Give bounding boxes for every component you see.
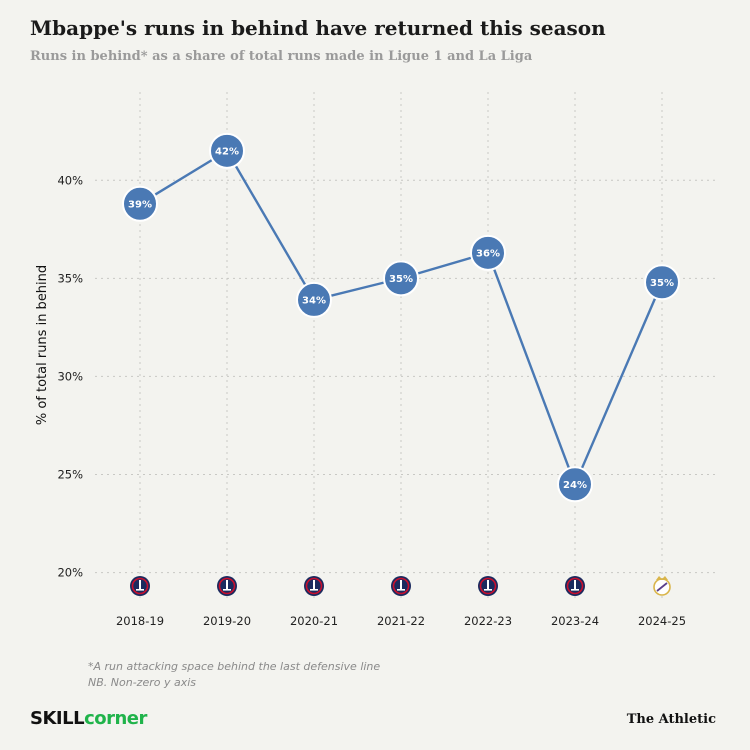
gridlines — [95, 92, 715, 602]
data-points: 39% 42% 34% 35% 36% 24% 35% — [122, 132, 680, 503]
psg-badge-tower — [226, 580, 228, 590]
data-point-marker — [383, 260, 419, 297]
psg-badge-icon — [565, 576, 585, 596]
the-athletic-logo: The Athletic — [626, 712, 716, 727]
psg-badge-icon — [304, 576, 324, 596]
footnotes: *A run attacking space behind the last d… — [88, 659, 380, 691]
x-tick-label: 2022-23 — [464, 614, 512, 628]
psg-badge-icon — [130, 576, 150, 596]
real-madrid-badge-icon — [653, 576, 671, 596]
psg-badge-ring — [566, 577, 584, 595]
y-tick-label: 30% — [57, 369, 83, 383]
data-point-label: 35% — [650, 278, 674, 289]
x-tick-label: 2021-22 — [377, 614, 425, 628]
psg-badge-ring — [131, 577, 149, 595]
psg-badge-base — [223, 589, 231, 591]
logo-part-skill: SKILL — [30, 708, 85, 729]
psg-badge-ring — [479, 577, 497, 595]
psg-badge-tower — [487, 580, 489, 590]
x-tick-label: 2024-25 — [638, 614, 686, 628]
logo-part-corner: corner — [84, 708, 147, 729]
data-point-label: 36% — [476, 248, 500, 259]
psg-badge-tower — [313, 580, 315, 590]
y-tick-label: 25% — [57, 468, 83, 482]
y-tick-label: 20% — [57, 566, 83, 580]
skillcorner-logo: SKILLcorner — [30, 708, 147, 729]
data-point-marker — [122, 185, 158, 222]
psg-badge-tower — [139, 580, 141, 590]
axes: 20% 25% 30% 35% 40% 2018-19 2019-20 2020-21 2021… — [57, 173, 686, 628]
psg-badge-base — [310, 589, 318, 591]
data-point-label: 35% — [389, 274, 413, 285]
rm-badge-crown — [656, 576, 668, 580]
psg-badge-icon — [391, 576, 411, 596]
psg-badge-base — [397, 589, 405, 591]
club-badges — [130, 576, 671, 596]
data-point-label: 34% — [302, 295, 326, 306]
y-axis-label: % of total runs in behind — [35, 265, 50, 425]
data-point-marker — [209, 132, 245, 169]
psg-badge-tower — [400, 580, 402, 590]
psg-badge-tower — [574, 580, 576, 590]
data-point-marker — [296, 281, 332, 318]
data-point-label: 42% — [215, 146, 239, 157]
x-tick-label: 2020-21 — [290, 614, 338, 628]
chart-subtitle: Runs in behind* as a share of total runs… — [30, 49, 533, 64]
psg-badge-icon — [217, 576, 237, 596]
data-point-marker — [557, 466, 593, 503]
psg-badge-ring — [218, 577, 236, 595]
psg-badge-base — [571, 589, 579, 591]
psg-badge-base — [136, 589, 144, 591]
data-point-label: 39% — [128, 199, 152, 210]
data-point-marker — [470, 234, 506, 271]
x-tick-label: 2023-24 — [551, 614, 599, 628]
y-tick-label: 35% — [57, 271, 83, 285]
x-tick-label: 2019-20 — [203, 614, 251, 628]
data-point-label: 24% — [563, 480, 587, 491]
psg-badge-base — [484, 589, 492, 591]
footnote-definition: *A run attacking space behind the last d… — [88, 660, 381, 673]
data-point-marker — [644, 264, 680, 301]
rm-badge-sash — [656, 582, 668, 592]
chart-title: Mbappe's runs in behind have returned th… — [30, 16, 606, 40]
footnote-axis-note: NB. Non-zero y axis — [88, 676, 197, 689]
psg-badge-icon — [478, 576, 498, 596]
psg-badge-ring — [305, 577, 323, 595]
y-tick-label: 40% — [57, 173, 83, 187]
x-tick-label: 2018-19 — [116, 614, 164, 628]
psg-badge-ring — [392, 577, 410, 595]
